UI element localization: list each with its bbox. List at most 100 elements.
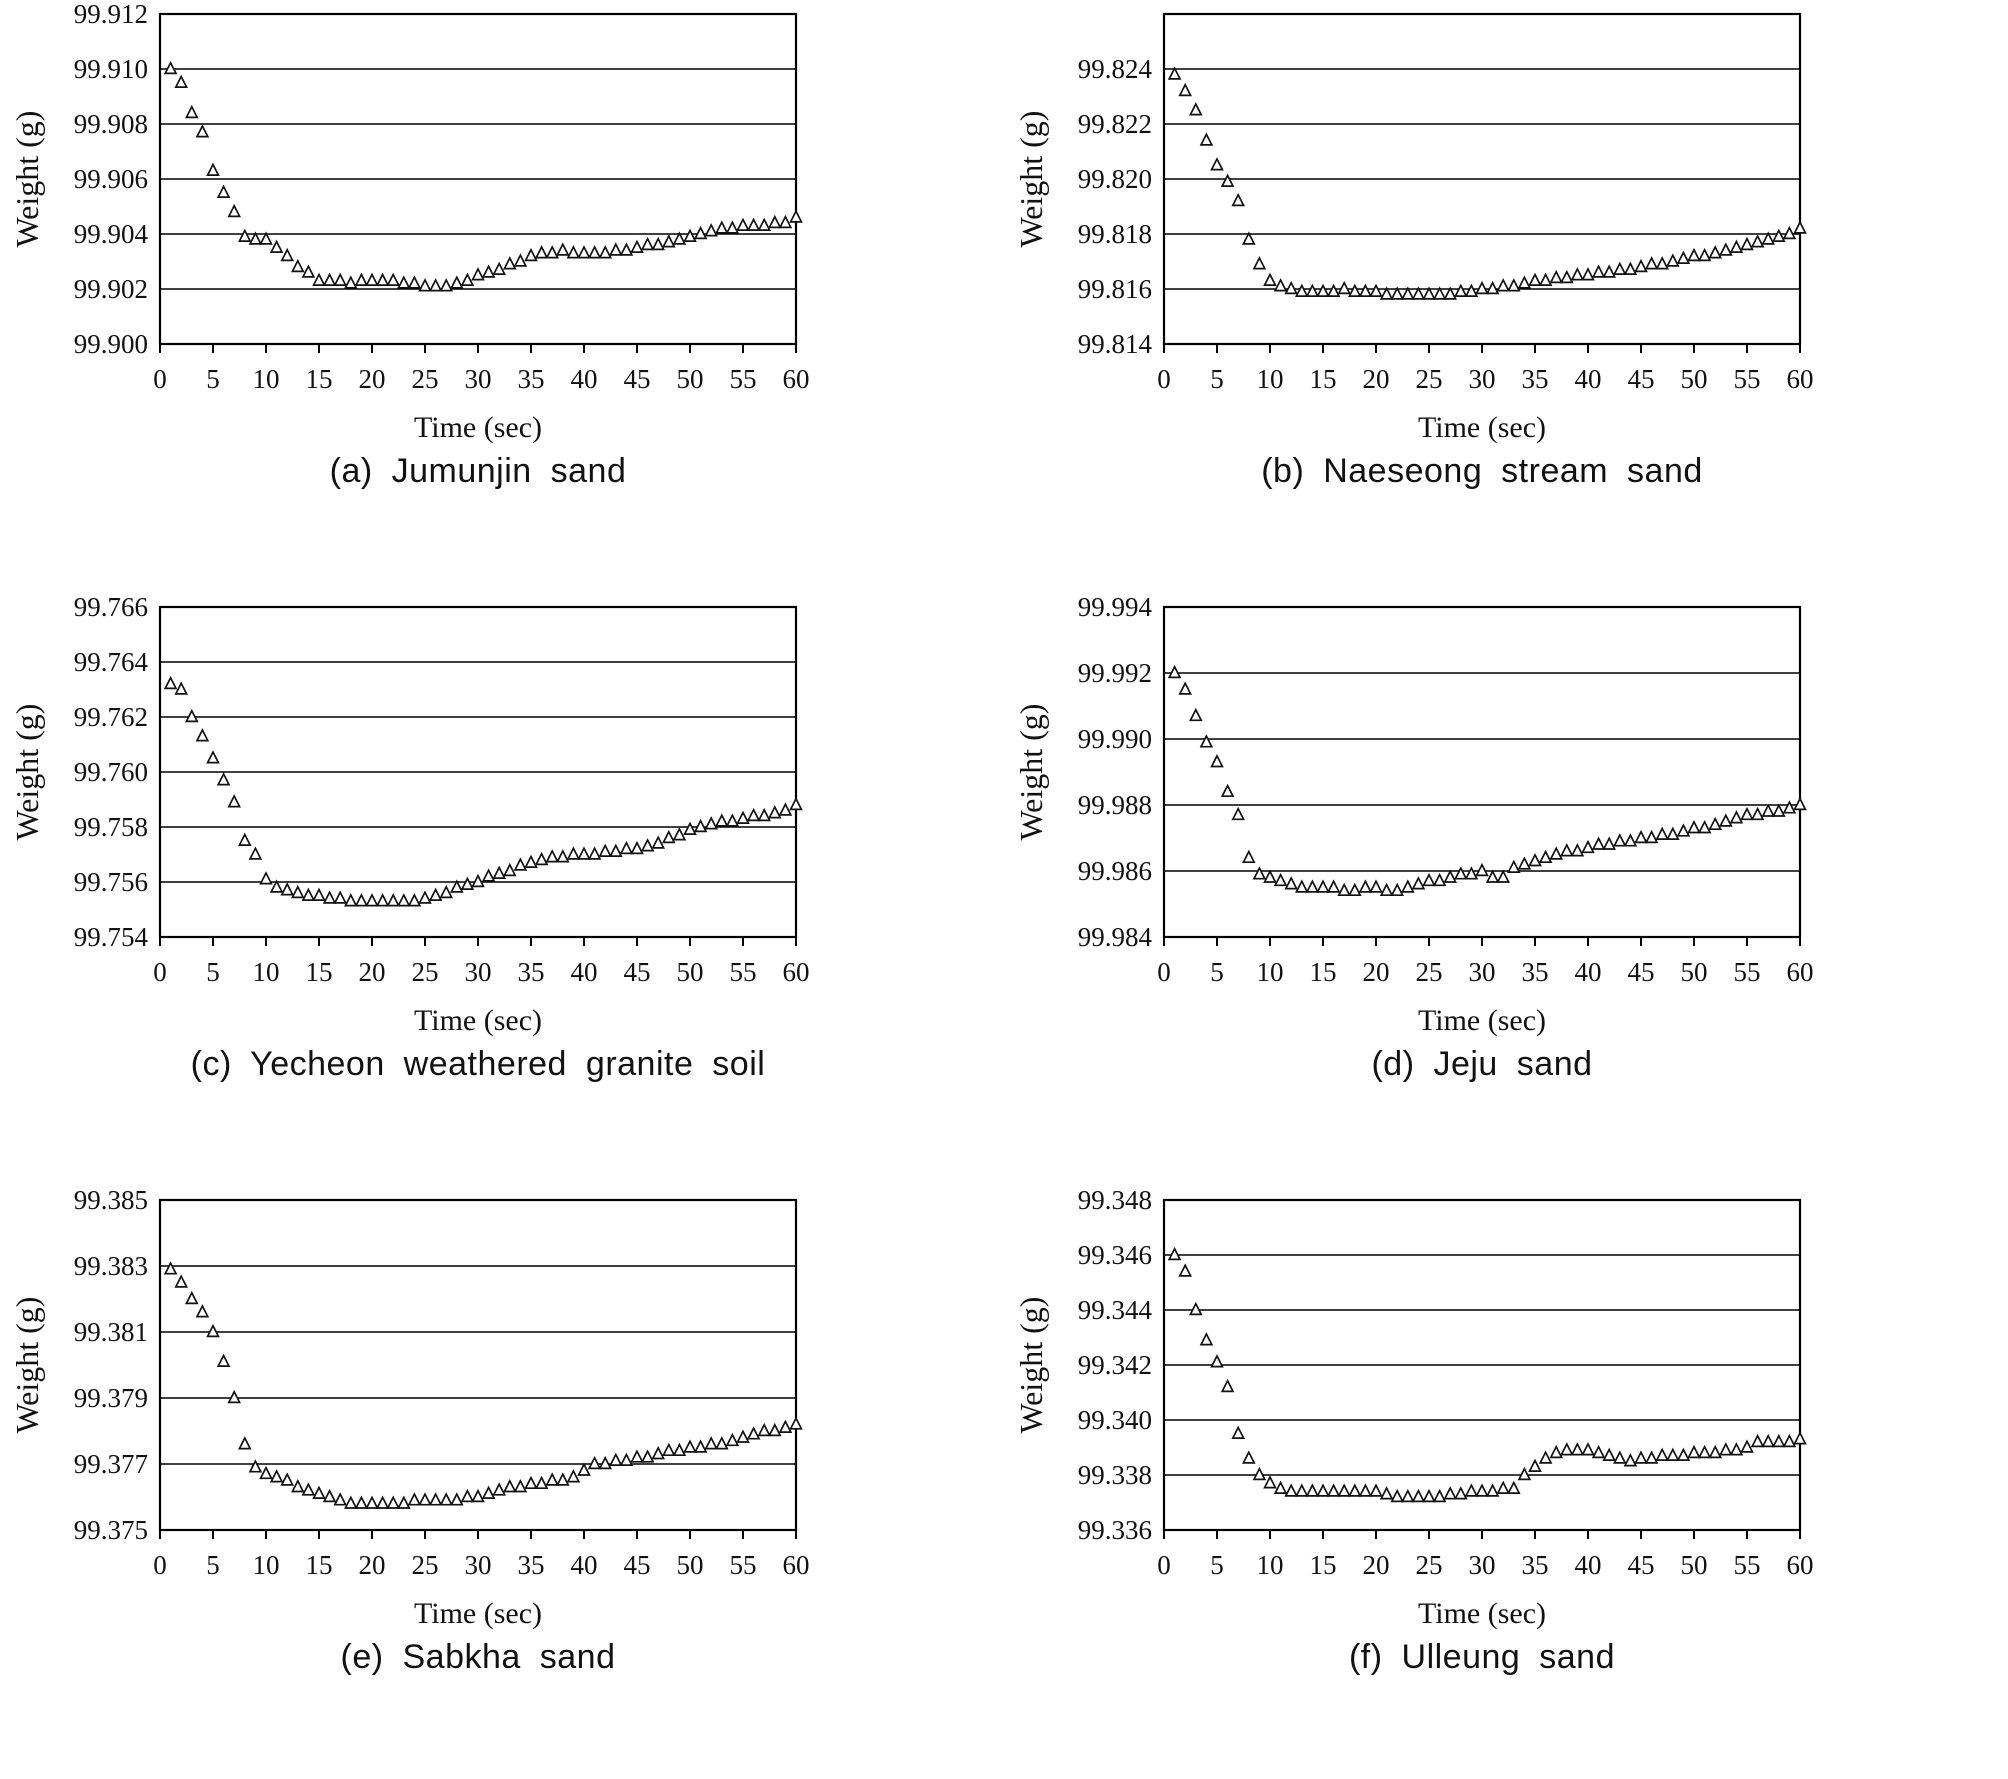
y-tick-label: 99.824 [1078, 54, 1153, 84]
data-point-marker [1443, 869, 1457, 883]
y-tick-label: 99.375 [74, 1515, 148, 1545]
data-point-marker [418, 278, 432, 292]
x-tick-label: 40 [571, 957, 598, 987]
data-point-marker [238, 228, 252, 242]
data-point-marker [1401, 879, 1415, 893]
data-point-marker [715, 813, 729, 827]
data-point-marker [1199, 734, 1214, 748]
data-point-marker [428, 1492, 443, 1506]
data-point-marker [1507, 278, 1521, 292]
data-point-marker [1199, 132, 1214, 146]
data-point-marker [1772, 1433, 1786, 1448]
y-tick-label: 99.377 [74, 1449, 148, 1479]
x-tick-label: 35 [1522, 1550, 1549, 1580]
data-point-marker [301, 1482, 316, 1496]
data-point-marker [1432, 1488, 1447, 1503]
data-point-marker [1655, 256, 1669, 270]
x-tick-label: 45 [1628, 957, 1655, 987]
data-point-marker [1507, 859, 1521, 873]
data-point-marker [746, 807, 761, 822]
data-point-marker [195, 124, 210, 138]
data-point-marker [566, 245, 581, 259]
data-point-marker [651, 1446, 665, 1460]
data-point-marker [280, 247, 294, 262]
data-point-marker [269, 239, 284, 253]
data-point-marker [333, 890, 347, 904]
data-point-marker [1676, 250, 1691, 264]
data-point-marker [216, 184, 231, 198]
data-point-marker [174, 681, 188, 695]
y-tick-label: 99.754 [74, 922, 149, 952]
data-point-marker [524, 1475, 538, 1490]
x-tick-label: 15 [306, 957, 333, 987]
data-point-marker [1210, 754, 1224, 768]
data-point-marker [662, 234, 676, 248]
data-point-marker [789, 796, 803, 811]
data-point-marker [757, 1422, 771, 1437]
data-point-marker [1464, 866, 1479, 880]
data-point-marker [1273, 278, 1288, 292]
data-point-marker [471, 873, 485, 888]
data-point-marker [640, 1449, 655, 1463]
data-point-marker [492, 1482, 506, 1496]
data-point-marker [1178, 681, 1192, 695]
data-point-marker [1305, 879, 1320, 893]
y-tick-label: 99.990 [1078, 724, 1152, 754]
scatter-chart-jumunjin-sand: 99.900 99.902 99.904 99.906 99.908 99.910 99.9… [9, 0, 810, 444]
data-point-marker [693, 818, 708, 833]
data-point-marker [460, 1488, 475, 1503]
y-tick-label: 99.338 [1078, 1460, 1152, 1490]
x-tick-label: 25 [412, 364, 439, 394]
data-point-marker [174, 1274, 188, 1288]
data-point-marker [1517, 856, 1532, 870]
data-point-marker [238, 1436, 252, 1450]
y-tick-label: 99.984 [1078, 922, 1153, 952]
data-point-marker [1666, 253, 1680, 267]
y-axis-title: Weight (g) [1013, 111, 1049, 248]
data-point-marker [259, 871, 273, 885]
data-point-marker [1570, 267, 1585, 281]
data-point-marker [1538, 1450, 1553, 1464]
data-point-marker [248, 1459, 263, 1473]
x-axis-title: Time (sec) [1418, 411, 1546, 444]
y-tick-label: 99.766 [74, 593, 148, 622]
panel-b: 99.814 99.816 99.818 99.820 99.822 99.824 0 5 10… [1004, 0, 2008, 593]
data-point-marker [1591, 1444, 1606, 1459]
data-point-marker [386, 893, 400, 907]
data-point-marker [1305, 1483, 1320, 1497]
data-point-marker [1676, 823, 1691, 837]
data-point-marker [513, 857, 528, 871]
data-point-marker [704, 816, 718, 830]
data-point-marker [1443, 286, 1457, 300]
data-point-marker [1422, 872, 1436, 887]
data-point-marker [1729, 1442, 1744, 1456]
data-point-marker [481, 1485, 496, 1499]
x-tick-label: 10 [1257, 957, 1284, 987]
data-point-marker [1538, 849, 1553, 864]
data-point-marker [1591, 264, 1606, 278]
x-tick-label: 60 [1787, 1550, 1814, 1580]
x-tick-label: 50 [677, 957, 704, 987]
data-point-marker [1210, 157, 1224, 171]
data-point-marker [280, 1472, 294, 1486]
data-point-marker [397, 275, 411, 289]
data-point-marker [1782, 1433, 1797, 1448]
data-point-marker [1252, 256, 1267, 270]
data-point-marker [1570, 843, 1585, 857]
data-point-marker [1644, 829, 1659, 844]
data-point-marker [1560, 1442, 1574, 1456]
data-point-marker [1284, 280, 1298, 295]
data-point-marker [1740, 1439, 1754, 1453]
x-tick-label: 10 [253, 364, 280, 394]
data-point-marker [598, 245, 612, 259]
x-tick-label: 25 [1416, 1550, 1443, 1580]
x-tick-label: 55 [1734, 1550, 1761, 1580]
data-point-marker [301, 264, 316, 278]
data-point-marker [1708, 245, 1722, 259]
data-point-marker [1358, 1483, 1373, 1497]
data-point-marker [1242, 1450, 1256, 1464]
data-point-marker [1189, 102, 1203, 116]
data-point-marker [354, 272, 369, 286]
data-point-marker [1220, 173, 1235, 187]
data-point-marker [1761, 231, 1775, 245]
